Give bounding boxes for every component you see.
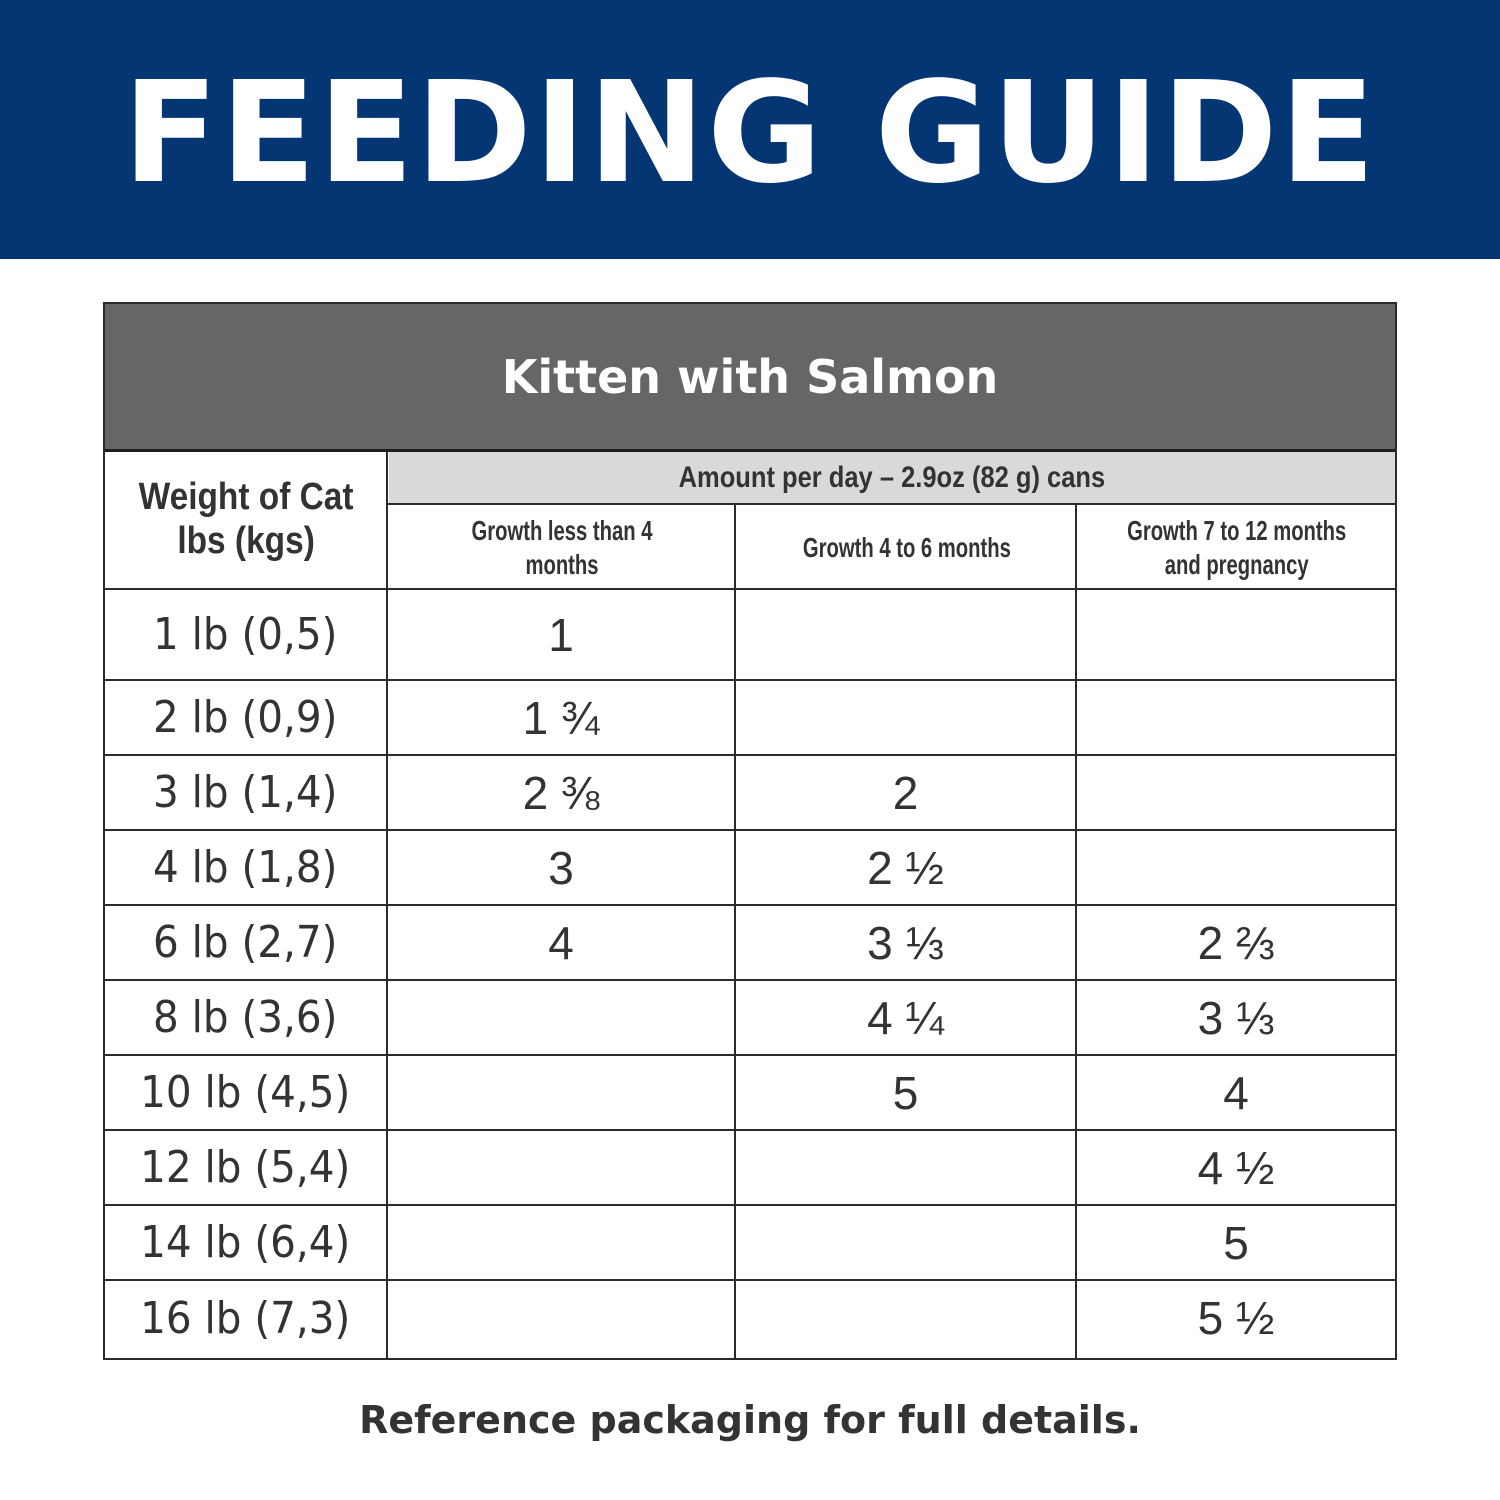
weight-cell: 3 lb (1,4) <box>105 756 386 829</box>
amount-value: 1 ¾ <box>522 691 600 744</box>
amount-value: 2 ⅔ <box>1197 916 1275 969</box>
column-header-label-line2: and pregnancy <box>1164 548 1309 580</box>
amount-cell <box>736 590 1075 679</box>
amount-cell: 1 <box>388 590 734 679</box>
amount-value: 5 <box>1223 1216 1249 1269</box>
amount-value: 3 ⅓ <box>867 916 944 969</box>
amount-cell: 5 ½ <box>1077 1281 1395 1355</box>
amount-value: 1 <box>548 608 574 661</box>
amount-cell <box>388 1281 734 1355</box>
weight-header: Weight of Cat lbs (kgs) <box>105 452 387 588</box>
amount-cell <box>388 1206 734 1279</box>
amount-value: 4 <box>1223 1066 1249 1119</box>
amount-per-day-header: Amount per day – 2.9oz (82 g) cans <box>389 452 1395 504</box>
amount-cell <box>1077 831 1395 904</box>
weight-value: 3 lb (1,4) <box>153 767 338 818</box>
amount-cell: 5 <box>1077 1206 1395 1279</box>
divider <box>387 503 1395 505</box>
amount-header-label: Amount per day – 2.9oz (82 g) cans <box>678 461 1106 494</box>
table-title-row: Kitten with Salmon <box>105 304 1395 452</box>
column-header-growth-4-6: Growth 4 to 6 months <box>737 506 1076 589</box>
weight-cell: 4 lb (1,8) <box>105 831 386 904</box>
amount-cell: 5 <box>736 1056 1075 1129</box>
divider <box>105 679 1395 681</box>
amount-cell <box>736 1131 1075 1204</box>
divider <box>105 1129 1395 1131</box>
amount-cell: 3 ⅓ <box>1077 981 1395 1054</box>
amount-value: 5 ½ <box>1197 1292 1275 1344</box>
column-header-label: Growth 7 to 12 months <box>1126 514 1347 546</box>
footer-note: Reference packaging for full details. <box>359 1398 1141 1442</box>
weight-cell: 6 lb (2,7) <box>105 906 386 979</box>
amount-cell <box>736 1281 1075 1355</box>
weight-cell: 10 lb (4,5) <box>105 1056 386 1129</box>
amount-cell: 4 ½ <box>1077 1131 1395 1204</box>
amount-cell: 2 <box>736 756 1075 829</box>
weight-value: 10 lb (4,5) <box>140 1067 351 1118</box>
weight-cell: 8 lb (3,6) <box>105 981 386 1054</box>
divider <box>734 504 736 1358</box>
amount-cell: 1 ¾ <box>388 681 734 754</box>
amount-cell <box>1077 756 1395 829</box>
amount-value: 5 <box>892 1066 919 1119</box>
weight-cell: 14 lb (6,4) <box>105 1206 386 1279</box>
weight-value: 4 lb (1,8) <box>153 842 338 893</box>
weight-cell: 1 lb (0,5) <box>105 590 386 679</box>
amount-cell <box>388 981 734 1054</box>
weight-value: 2 lb (0,9) <box>153 692 338 743</box>
weight-value: 16 lb (7,3) <box>140 1292 351 1344</box>
table-title: Kitten with Salmon <box>501 349 999 404</box>
divider <box>1075 504 1077 1358</box>
amount-cell: 3 <box>388 831 734 904</box>
amount-value: 4 <box>548 916 574 969</box>
amount-cell <box>736 1206 1075 1279</box>
divider <box>105 754 1395 756</box>
divider <box>105 1204 1395 1206</box>
column-header-growth-under-4: Growth less than 4 months <box>389 506 735 589</box>
amount-value: 3 ⅓ <box>1197 991 1275 1044</box>
divider <box>105 904 1395 906</box>
weight-header-line2: lbs (kgs) <box>177 520 315 562</box>
weight-cell: 2 lb (0,9) <box>105 681 386 754</box>
divider <box>105 588 1395 590</box>
weight-value: 8 lb (3,6) <box>153 992 338 1043</box>
amount-value: 2 ½ <box>867 841 944 894</box>
amount-cell <box>736 681 1075 754</box>
weight-cell: 12 lb (5,4) <box>105 1131 386 1204</box>
weight-value: 12 lb (5,4) <box>140 1142 351 1193</box>
divider <box>105 1279 1395 1281</box>
weight-header-line1: Weight of Cat <box>138 476 354 519</box>
amount-value: 2 ⅜ <box>522 766 600 819</box>
amount-value: 4 ½ <box>1197 1141 1275 1194</box>
amount-cell <box>388 1131 734 1204</box>
weight-value: 14 lb (6,4) <box>140 1217 351 1268</box>
amount-value: 4 ¼ <box>867 991 944 1044</box>
amount-value: 3 <box>548 841 574 894</box>
amount-cell: 4 ¼ <box>736 981 1075 1054</box>
divider <box>105 1054 1395 1056</box>
divider <box>105 829 1395 831</box>
feeding-table: Kitten with Salmon Weight of Cat lbs (kg… <box>103 302 1397 1360</box>
page-title: FEEDING GUIDE <box>122 51 1378 215</box>
amount-cell: 4 <box>1077 1056 1395 1129</box>
weight-value: 1 lb (0,5) <box>153 609 338 660</box>
amount-cell: 2 ½ <box>736 831 1075 904</box>
header-banner: FEEDING GUIDE <box>0 0 1500 259</box>
column-header-growth-7-12: Growth 7 to 12 months and pregnancy <box>1078 506 1395 589</box>
weight-cell: 16 lb (7,3) <box>105 1281 386 1355</box>
amount-cell: 3 ⅓ <box>736 906 1075 979</box>
amount-cell <box>388 1056 734 1129</box>
amount-cell <box>1077 590 1395 679</box>
column-header-label: Growth 4 to 6 months <box>802 531 1011 563</box>
divider <box>105 979 1395 981</box>
amount-value: 2 <box>892 766 919 819</box>
amount-cell: 4 <box>388 906 734 979</box>
amount-cell: 2 ⅜ <box>388 756 734 829</box>
weight-value: 6 lb (2,7) <box>153 917 338 968</box>
amount-cell: 2 ⅔ <box>1077 906 1395 979</box>
column-header-label: Growth less than 4 months <box>471 514 653 580</box>
amount-cell <box>1077 681 1395 754</box>
